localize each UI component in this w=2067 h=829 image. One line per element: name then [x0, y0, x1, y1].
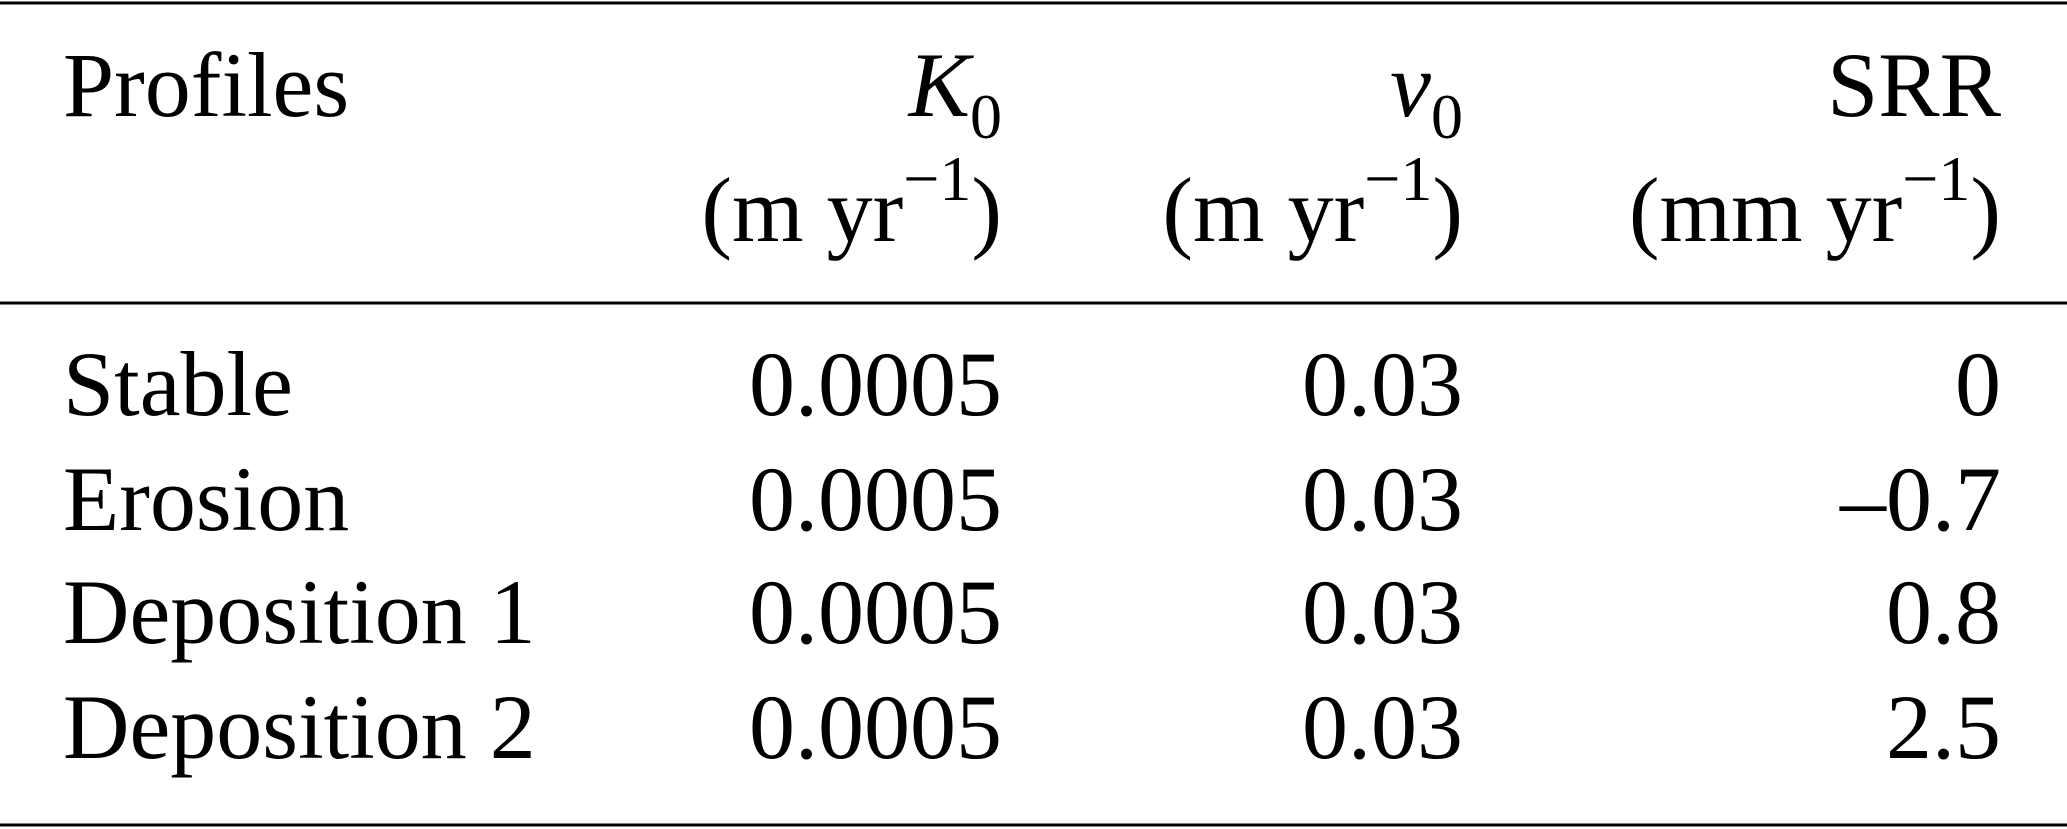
header-unit: (m yr−1) — [701, 143, 1002, 261]
header-label: SRR — [1827, 34, 2002, 136]
cell-value: 0 — [1955, 333, 2001, 435]
cell-value: 0.0005 — [749, 561, 1002, 663]
unit-open: (m yr — [1162, 159, 1364, 261]
header-unit: (m yr−1) — [1162, 143, 1463, 261]
header-cell: Profiles — [63, 34, 349, 136]
cell-value: 0.0005 — [749, 676, 1002, 778]
cell-value: 0.03 — [1302, 448, 1463, 550]
header-symbol: K — [907, 34, 975, 136]
unit-close: ) — [1432, 159, 1463, 261]
cell-value: 0.03 — [1302, 561, 1463, 663]
cell-value: 0.8 — [1886, 561, 2001, 663]
cell-value: –0.7 — [1839, 448, 2001, 550]
row-label: Erosion — [63, 448, 349, 550]
header-label: Profiles — [63, 34, 349, 136]
unit-open: (mm yr — [1629, 159, 1902, 261]
header-cell: v0 — [1390, 34, 1463, 152]
row-label: Deposition 1 — [63, 561, 536, 663]
cell-value: 2.5 — [1886, 676, 2001, 778]
row-label: Deposition 2 — [63, 676, 536, 778]
cell-value: 0.0005 — [749, 448, 1002, 550]
header-subscript: 0 — [970, 81, 1002, 152]
row-label: Stable — [63, 333, 293, 435]
cell-value: 0.0005 — [749, 333, 1002, 435]
unit-open: (m yr — [701, 159, 903, 261]
header-subscript: 0 — [1431, 81, 1463, 152]
header-unit: (mm yr−1) — [1629, 143, 2001, 261]
header-symbol: v — [1390, 34, 1431, 136]
header-cell: K0 — [907, 34, 1002, 152]
unit-exponent: −1 — [1902, 143, 1970, 214]
cell-value: 0.03 — [1302, 676, 1463, 778]
cell-value: 0.03 — [1302, 333, 1463, 435]
unit-close: ) — [1970, 159, 2001, 261]
header-cell: SRR — [1827, 34, 2002, 136]
unit-exponent: −1 — [1364, 143, 1432, 214]
unit-close: ) — [971, 159, 1002, 261]
unit-exponent: −1 — [903, 143, 971, 214]
